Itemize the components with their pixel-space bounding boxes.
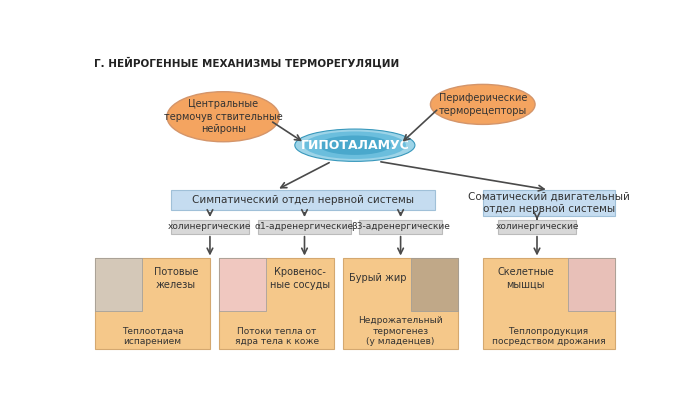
FancyBboxPatch shape [219, 258, 266, 311]
FancyBboxPatch shape [498, 220, 575, 234]
Ellipse shape [430, 84, 535, 124]
FancyBboxPatch shape [568, 258, 615, 311]
FancyBboxPatch shape [219, 258, 334, 349]
Text: Потоки тепла от
ядра тела к коже: Потоки тепла от ядра тела к коже [234, 327, 318, 346]
Text: Центральные
термочув ствительные
нейроны: Центральные термочув ствительные нейроны [164, 99, 283, 134]
Ellipse shape [318, 135, 391, 155]
Text: Симпатический отдел нервной системы: Симпатический отдел нервной системы [192, 195, 414, 205]
Text: β3-адренергические: β3-адренергические [351, 222, 450, 231]
Text: Потовые
железы: Потовые железы [154, 267, 198, 290]
FancyBboxPatch shape [358, 220, 442, 234]
FancyBboxPatch shape [172, 190, 435, 210]
Text: Кровенос-
ные сосуды: Кровенос- ные сосуды [270, 267, 330, 290]
FancyBboxPatch shape [343, 258, 458, 349]
Text: холинергические: холинергические [496, 222, 579, 231]
FancyBboxPatch shape [412, 258, 458, 311]
Ellipse shape [295, 129, 415, 162]
Ellipse shape [304, 131, 406, 159]
Text: Периферические
терморецепторы: Периферические терморецепторы [439, 93, 527, 115]
Text: Скелетные
мышцы: Скелетные мышцы [497, 267, 554, 290]
Text: ГИПОТАЛАМУС: ГИПОТАЛАМУС [300, 139, 410, 152]
FancyBboxPatch shape [172, 220, 248, 234]
Ellipse shape [167, 92, 279, 142]
FancyBboxPatch shape [483, 258, 615, 349]
FancyBboxPatch shape [95, 258, 141, 311]
FancyBboxPatch shape [258, 220, 351, 234]
FancyBboxPatch shape [483, 190, 615, 216]
Text: Соматический двигательный
отдел нервной системы: Соматический двигательный отдел нервной … [468, 192, 629, 214]
Text: Г. НЕЙРОГЕННЫЕ МЕХАНИЗМЫ ТЕРМОРЕГУЛЯЦИИ: Г. НЕЙРОГЕННЫЕ МЕХАНИЗМЫ ТЕРМОРЕГУЛЯЦИИ [94, 57, 399, 68]
Text: Теплопродукция
посредством дрожания: Теплопродукция посредством дрожания [492, 327, 606, 346]
Text: холинергические: холинергические [168, 222, 252, 231]
FancyBboxPatch shape [95, 258, 210, 349]
Text: Недрожательный
термогенез
(у младенцев): Недрожательный термогенез (у младенцев) [358, 316, 443, 346]
Text: Теплоотдача
испарением: Теплоотдача испарением [122, 327, 183, 346]
Text: α1-адренергические: α1-адренергические [255, 222, 354, 231]
Text: Бурый жир: Бурый жир [349, 273, 406, 284]
